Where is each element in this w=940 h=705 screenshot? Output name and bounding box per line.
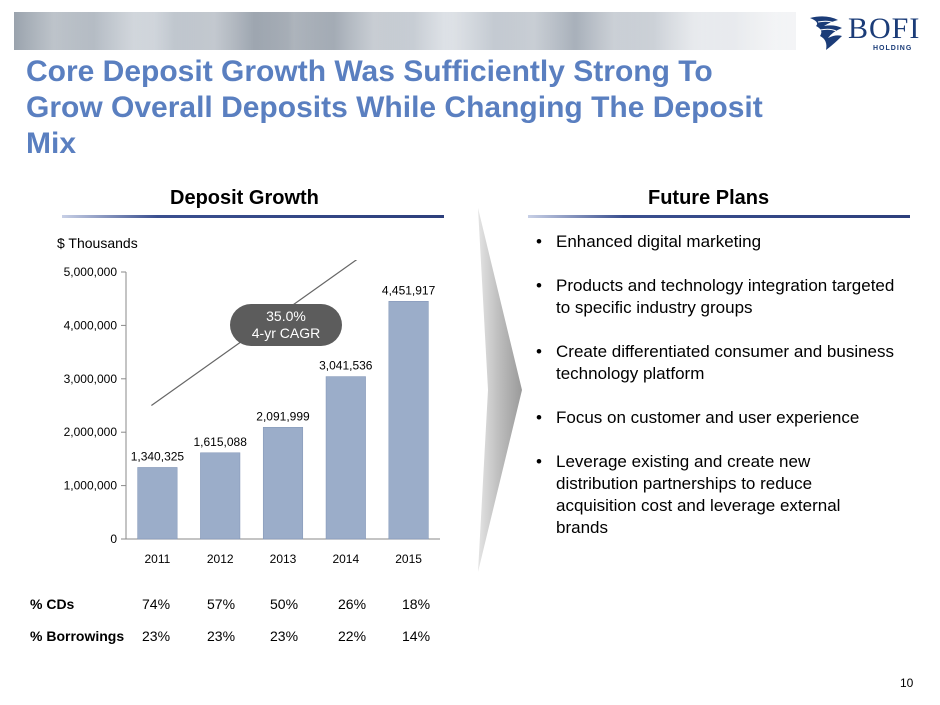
stats-borrowings-2011: 23%	[142, 628, 171, 644]
bar-2013	[262, 427, 304, 540]
y-tick-label: 1,000,000	[64, 479, 118, 493]
stats-borrowings-2015: 14%	[402, 628, 431, 644]
future-plans-heading: Future Plans	[648, 187, 770, 209]
plan-item: Enhanced digital marketing	[536, 231, 896, 253]
deposit-growth-chart: 0 1,000,000 2,000,000 3,000,000 4,000,000 5,0…	[64, 260, 440, 566]
bar-2014	[325, 376, 366, 540]
section-divider-arrow-icon	[478, 208, 522, 572]
x-tick-label-2012: 2012	[207, 552, 234, 566]
bar-2012	[200, 452, 241, 540]
logo-subtitle: HOLDING	[873, 45, 913, 52]
data-label-2013: 2,091,999	[256, 409, 310, 423]
plan-item: Focus on customer and user experience	[536, 407, 896, 429]
logo-wordmark: BOFI	[848, 12, 921, 45]
left-section-rule	[62, 215, 444, 218]
bar-2015	[388, 301, 429, 540]
plan-item: Leverage existing and create new distrib…	[536, 451, 896, 539]
plan-item: Products and technology integration targ…	[536, 275, 896, 319]
bar-2011	[137, 467, 178, 540]
units-label: $ Thousands	[57, 235, 138, 251]
y-tick-label: 3,000,000	[64, 372, 118, 386]
data-label-2012: 1,615,088	[194, 435, 248, 449]
stats-cds-2014: 26%	[338, 596, 367, 612]
x-tick-label-2015: 2015	[395, 552, 422, 566]
stats-cds-2011: 74%	[142, 596, 171, 612]
page-title: Core Deposit Growth Was Sufficiently Str…	[26, 55, 763, 160]
bofi-eagle-logo-icon	[810, 16, 842, 50]
cagr-bubble: 35.0% 4-yr CAGR	[230, 304, 342, 346]
stats-label-borrowings: % Borrowings	[30, 628, 125, 644]
data-label-2011: 1,340,325	[131, 449, 185, 463]
y-tick-label: 2,000,000	[64, 425, 118, 439]
stats-borrowings-2012: 23%	[207, 628, 236, 644]
future-plans-list: Enhanced digital marketing Products and …	[536, 231, 896, 561]
x-tick-label-2014: 2014	[332, 552, 359, 566]
page-number: 10	[900, 676, 914, 690]
y-tick-label: 0	[110, 532, 117, 546]
right-section-rule	[528, 215, 910, 218]
plan-item: Create differentiated consumer and busin…	[536, 341, 896, 385]
x-tick-label-2011: 2011	[144, 552, 170, 566]
cagr-percent: 35.0%	[266, 308, 306, 324]
stats-borrowings-2013: 23%	[270, 628, 299, 644]
deposit-growth-heading: Deposit Growth	[170, 187, 319, 209]
y-tick-label: 4,000,000	[64, 318, 118, 332]
stats-cds-2015: 18%	[402, 596, 431, 612]
stats-cds-2012: 57%	[207, 596, 236, 612]
stats-borrowings-2014: 22%	[338, 628, 367, 644]
cagr-caption: 4-yr CAGR	[251, 325, 321, 341]
header-banner-texture	[14, 12, 796, 50]
data-label-2014: 3,041,536	[319, 359, 373, 373]
data-label-2015: 4,451,917	[382, 283, 436, 297]
y-tick-label: 5,000,000	[64, 265, 118, 279]
header-banner	[14, 12, 796, 50]
stats-label-cds: % CDs	[30, 596, 75, 612]
stats-cds-2013: 50%	[270, 596, 299, 612]
x-tick-label-2013: 2013	[270, 552, 297, 566]
